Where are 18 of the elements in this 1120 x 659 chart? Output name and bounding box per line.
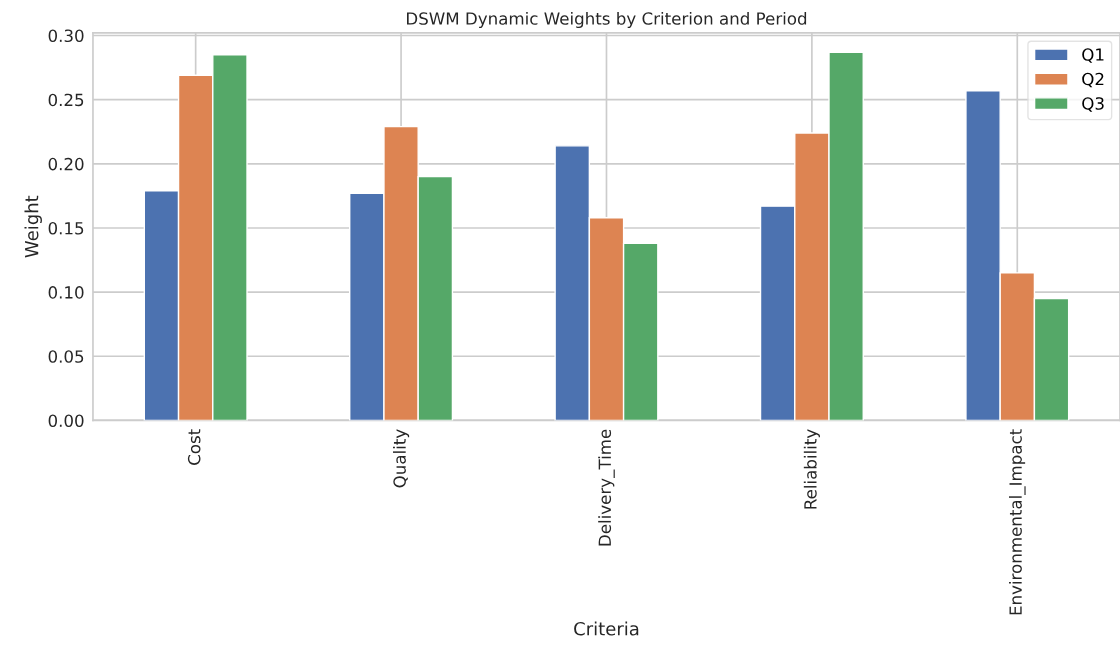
x-tick-label: Cost bbox=[187, 429, 201, 465]
legend-label: Q2 bbox=[1082, 72, 1104, 88]
y-tick-label: 0.05 bbox=[48, 350, 84, 363]
x-tick-label: Quality bbox=[393, 429, 410, 488]
x-axis-title: Criteria bbox=[574, 621, 639, 636]
x-tick-label: Environmental_Impact bbox=[1009, 429, 1026, 615]
y-tick-label: 0.15 bbox=[48, 221, 84, 235]
legend-label: Q1 bbox=[1082, 48, 1104, 63]
y-axis-title: Weight bbox=[24, 195, 42, 258]
chart-title: DSWM Dynamic Weights by Criterion and Period bbox=[407, 11, 807, 29]
y-tick-label: 0.20 bbox=[48, 157, 84, 171]
legend-label: Q3 bbox=[1082, 97, 1104, 112]
y-tick-label: 0.30 bbox=[48, 29, 84, 43]
y-tick-label: 0.10 bbox=[48, 286, 84, 299]
y-tick-label: 0.00 bbox=[48, 414, 84, 428]
x-tick-label: Delivery_Time bbox=[598, 429, 615, 546]
x-tick-label: Reliability bbox=[803, 429, 820, 509]
y-tick-label: 0.25 bbox=[48, 93, 84, 107]
